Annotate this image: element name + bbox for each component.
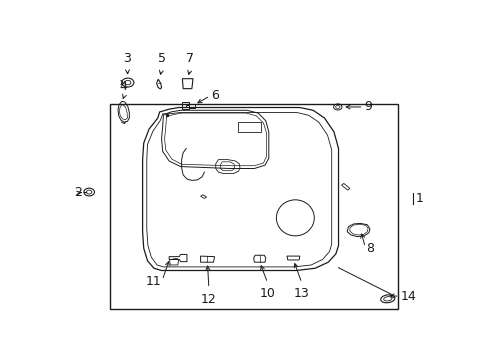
Text: 6: 6	[210, 89, 218, 102]
Text: 8: 8	[366, 242, 373, 255]
Text: 4: 4	[120, 80, 127, 93]
Text: 9: 9	[364, 100, 371, 113]
Text: 12: 12	[201, 293, 216, 306]
Text: 11: 11	[145, 275, 161, 288]
Text: 10: 10	[259, 287, 275, 300]
Text: 2: 2	[75, 186, 82, 199]
Text: 7: 7	[185, 52, 194, 66]
Text: 3: 3	[123, 52, 131, 66]
Text: 1: 1	[415, 192, 423, 205]
Bar	[110, 104, 398, 309]
Text: 5: 5	[157, 52, 165, 66]
Text: 13: 13	[293, 287, 309, 300]
Text: 14: 14	[400, 290, 415, 303]
